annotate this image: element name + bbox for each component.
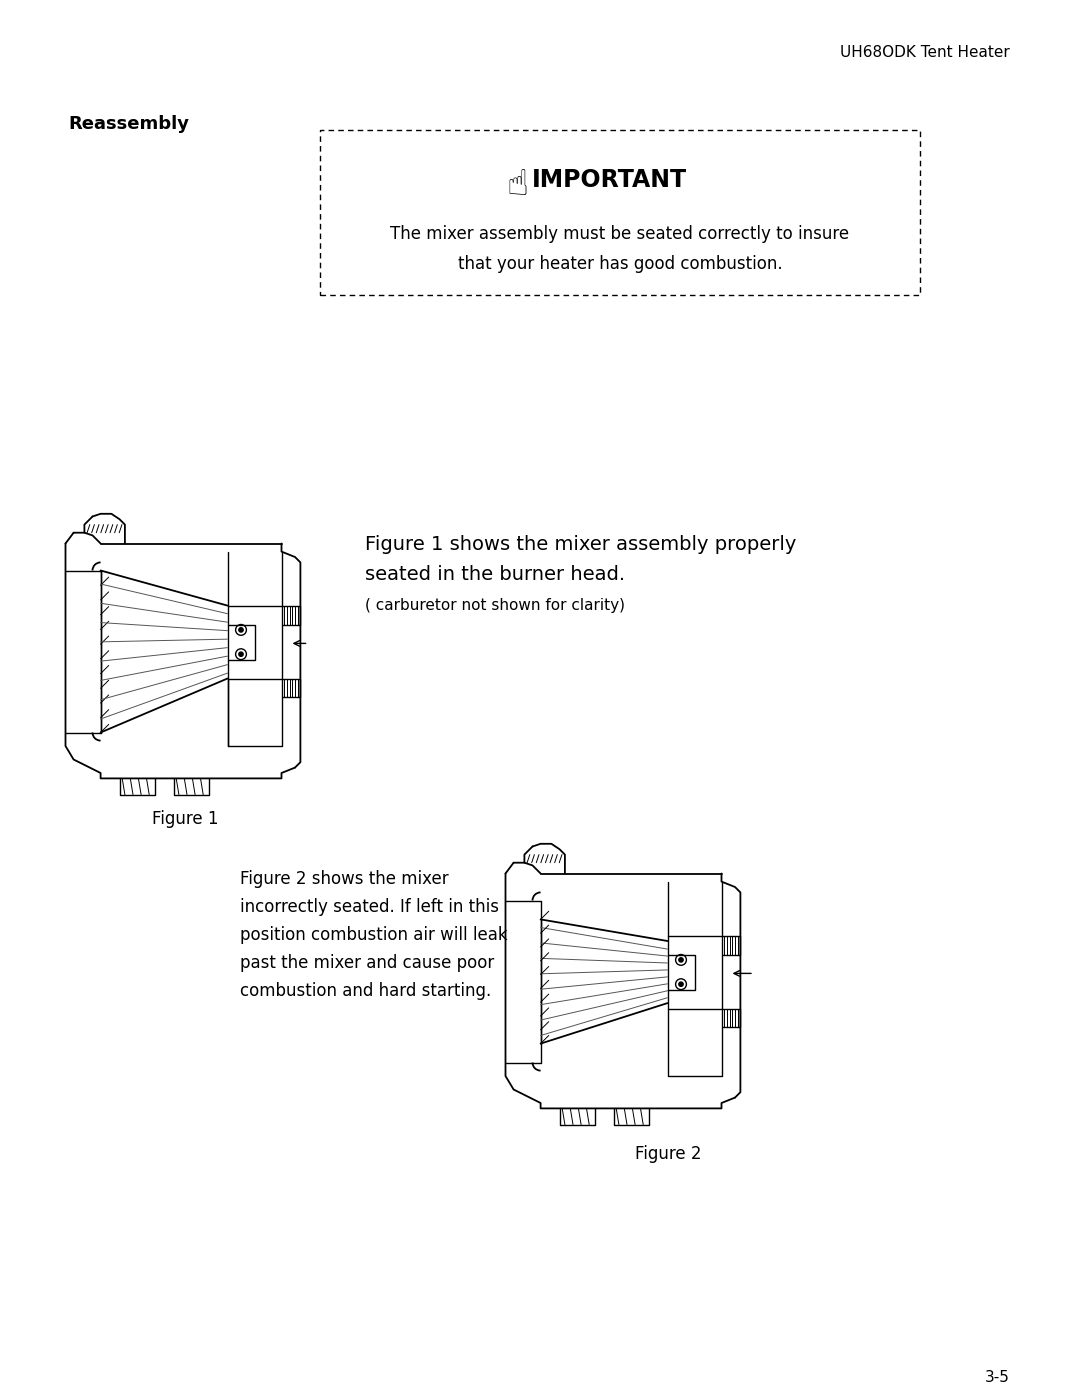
Text: incorrectly seated. If left in this: incorrectly seated. If left in this xyxy=(240,898,499,916)
Circle shape xyxy=(239,627,243,631)
Text: past the mixer and cause poor: past the mixer and cause poor xyxy=(240,954,495,972)
Text: Figure 2 shows the mixer: Figure 2 shows the mixer xyxy=(240,870,448,888)
Text: The mixer assembly must be seated correctly to insure: The mixer assembly must be seated correc… xyxy=(391,225,850,243)
Circle shape xyxy=(239,652,243,657)
Text: Figure 1: Figure 1 xyxy=(152,810,218,828)
Text: combustion and hard starting.: combustion and hard starting. xyxy=(240,982,491,1000)
Text: that your heater has good combustion.: that your heater has good combustion. xyxy=(458,256,782,272)
Text: Figure 1 shows the mixer assembly properly: Figure 1 shows the mixer assembly proper… xyxy=(365,535,796,555)
Circle shape xyxy=(679,982,684,986)
Text: UH68ODK Tent Heater: UH68ODK Tent Heater xyxy=(840,45,1010,60)
Text: position combustion air will leak: position combustion air will leak xyxy=(240,926,508,944)
Circle shape xyxy=(679,958,684,963)
Text: 3-5: 3-5 xyxy=(985,1370,1010,1384)
Text: Reassembly: Reassembly xyxy=(68,115,189,133)
FancyBboxPatch shape xyxy=(320,130,920,295)
Text: Figure 2: Figure 2 xyxy=(635,1146,701,1162)
Text: ( carburetor not shown for clarity): ( carburetor not shown for clarity) xyxy=(365,598,625,613)
Text: seated in the burner head.: seated in the burner head. xyxy=(365,564,625,584)
Text: ☝: ☝ xyxy=(507,168,528,203)
Text: IMPORTANT: IMPORTANT xyxy=(532,168,687,191)
